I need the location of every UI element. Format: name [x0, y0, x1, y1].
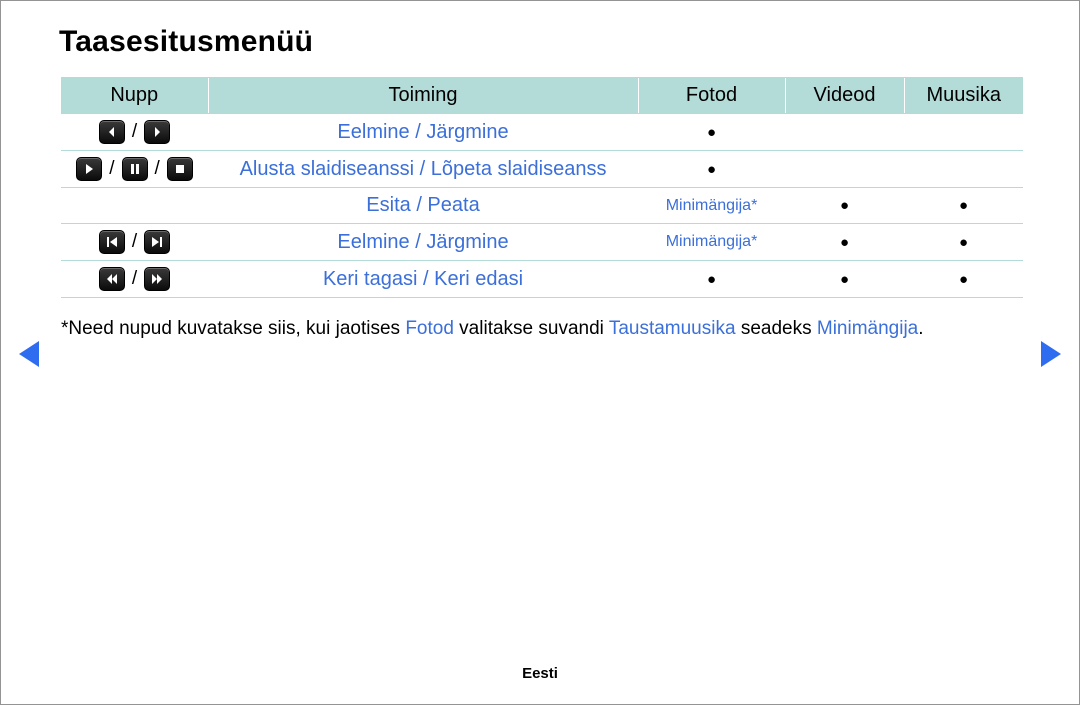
footnote-text: *Need nupud kuvatakse siis, kui jaotises [61, 318, 405, 339]
rewind-icon[interactable] [99, 267, 125, 291]
footnote-text: valitakse suvandi [454, 318, 609, 339]
page: Taasesitusmenüü Nupp Toiming Fotod Video… [0, 0, 1080, 705]
cell-action: Alusta slaidiseanssi / Lõpeta slaidisean… [208, 151, 638, 188]
cell-muusika: ● [904, 224, 1023, 261]
table-row: / Eelmine / Järgmine ● [61, 114, 1023, 151]
footnote-text: seadeks [736, 318, 817, 339]
chevron-left-icon[interactable] [99, 120, 125, 144]
cell-action: Esita / Peata [208, 188, 638, 224]
table-header-row: Nupp Toiming Fotod Videod Muusika [61, 78, 1023, 114]
language-label: Eesti [1, 665, 1079, 682]
cell-buttons [61, 188, 208, 224]
cell-fotod: Minimängija* [638, 224, 785, 261]
table-row: / Eelmine / Järgmine Minimängija* ● ● [61, 224, 1023, 261]
footnote-text: . [918, 318, 923, 339]
footnote: *Need nupud kuvatakse siis, kui jaotises… [61, 316, 1023, 342]
page-title: Taasesitusmenüü [59, 25, 1023, 59]
cell-videod [785, 114, 904, 151]
col-muusika: Muusika [904, 78, 1023, 114]
play-icon[interactable] [76, 157, 102, 181]
separator: / [132, 231, 137, 253]
cell-buttons: / [61, 261, 208, 298]
cell-muusika: ● [904, 188, 1023, 224]
separator: / [109, 158, 114, 180]
stop-icon[interactable] [167, 157, 193, 181]
cell-videod: ● [785, 261, 904, 298]
nav-previous-button[interactable] [15, 339, 41, 369]
cell-action: Eelmine / Järgmine [208, 114, 638, 151]
footnote-hl: Minimängija [817, 318, 918, 339]
table-row: / Keri tagasi / Keri edasi ● ● ● [61, 261, 1023, 298]
cell-videod: ● [785, 224, 904, 261]
table-row: Esita / Peata Minimängija* ● ● [61, 188, 1023, 224]
fast-forward-icon[interactable] [144, 267, 170, 291]
separator: / [155, 158, 160, 180]
separator: / [132, 121, 137, 143]
cell-muusika: ● [904, 261, 1023, 298]
chevron-right-icon[interactable] [144, 120, 170, 144]
cell-fotod: ● [638, 114, 785, 151]
skip-previous-icon[interactable] [99, 230, 125, 254]
cell-muusika [904, 114, 1023, 151]
nav-next-button[interactable] [1039, 339, 1065, 369]
cell-action: Eelmine / Järgmine [208, 224, 638, 261]
playback-table: Nupp Toiming Fotod Videod Muusika / [61, 77, 1023, 298]
skip-next-icon[interactable] [144, 230, 170, 254]
col-nupp: Nupp [61, 78, 208, 114]
footnote-hl: Fotod [405, 318, 454, 339]
col-toiming: Toiming [208, 78, 638, 114]
cell-muusika [904, 151, 1023, 188]
cell-action: Keri tagasi / Keri edasi [208, 261, 638, 298]
cell-videod [785, 151, 904, 188]
cell-fotod: ● [638, 261, 785, 298]
cell-buttons: / / [61, 151, 208, 188]
separator: / [132, 268, 137, 290]
table-row: / / Alusta slaidiseanssi / Lõpeta slaidi… [61, 151, 1023, 188]
pause-icon[interactable] [122, 157, 148, 181]
col-fotod: Fotod [638, 78, 785, 114]
cell-fotod: ● [638, 151, 785, 188]
cell-fotod: Minimängija* [638, 188, 785, 224]
col-videod: Videod [785, 78, 904, 114]
cell-buttons: / [61, 114, 208, 151]
cell-videod: ● [785, 188, 904, 224]
footnote-hl: Taustamuusika [609, 318, 736, 339]
cell-buttons: / [61, 224, 208, 261]
